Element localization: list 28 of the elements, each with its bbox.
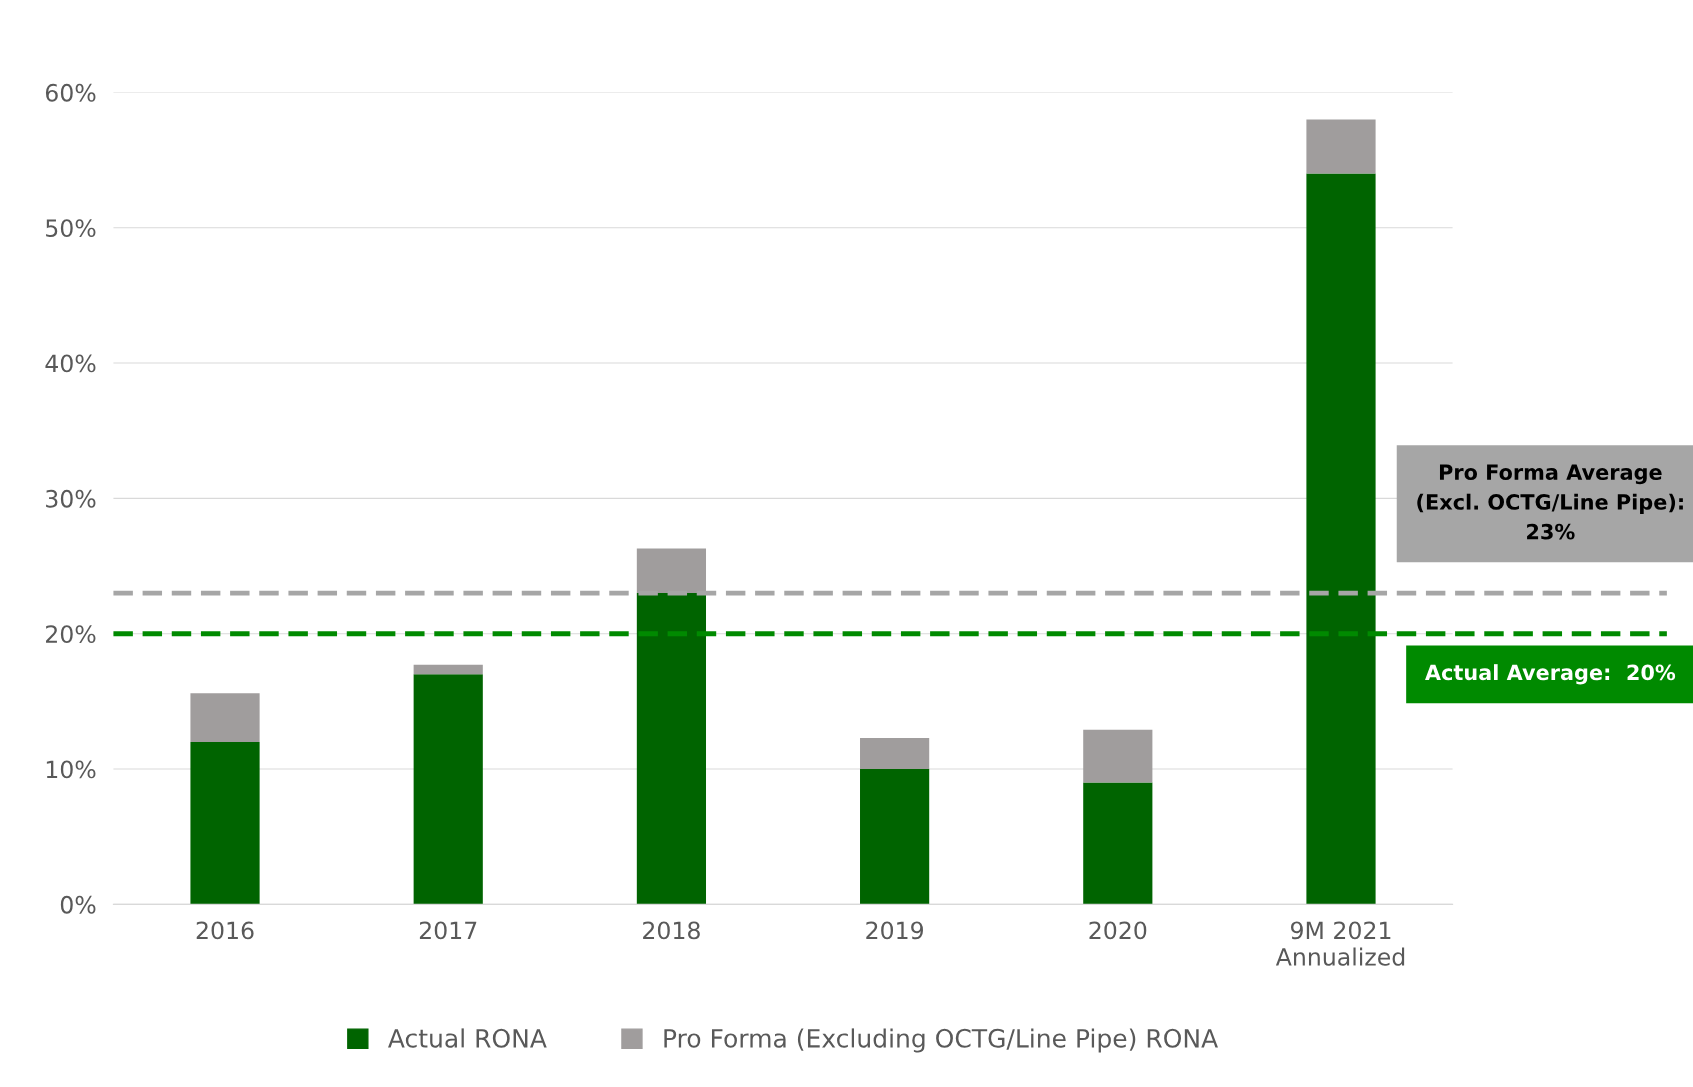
x-tick-label: 2016 [196, 921, 254, 940]
bar [190, 741, 260, 905]
bar [413, 664, 483, 675]
x-tick-label: 2018 [643, 921, 700, 940]
bar [413, 674, 483, 905]
bar [1083, 782, 1153, 905]
y-tick-label: 0% [60, 895, 96, 914]
bar [860, 737, 930, 770]
x-tick-label: 9M 2021 Annualized [1275, 921, 1405, 966]
y-tick-label: 40% [45, 354, 96, 373]
x-tick-label: 2020 [1089, 921, 1147, 940]
y-tick-label: 20% [46, 625, 96, 644]
ref-line-label: Pro Forma Average (Excl. OCTG/Line Pipe): 23% [1417, 464, 1683, 540]
y-tick-label: 10% [46, 760, 96, 779]
y-tick-label: 60% [45, 83, 96, 102]
legend-label: Actual RONA [388, 1028, 547, 1048]
bar [1083, 729, 1153, 783]
bar [860, 769, 930, 905]
bar [190, 693, 260, 742]
y-tick-label: 50% [46, 219, 96, 238]
legend-label: Pro Forma (Excluding OCTG/Line Pipe) RONA [664, 1028, 1218, 1053]
bar [1306, 173, 1376, 905]
x-tick-label: 2017 [419, 921, 477, 940]
x-tick-label: 2019 [866, 921, 923, 940]
ref-line-label: Actual Average: 20% [1425, 664, 1676, 685]
bar [636, 593, 707, 905]
y-tick-label: 30% [46, 489, 96, 508]
bar [1306, 119, 1376, 174]
